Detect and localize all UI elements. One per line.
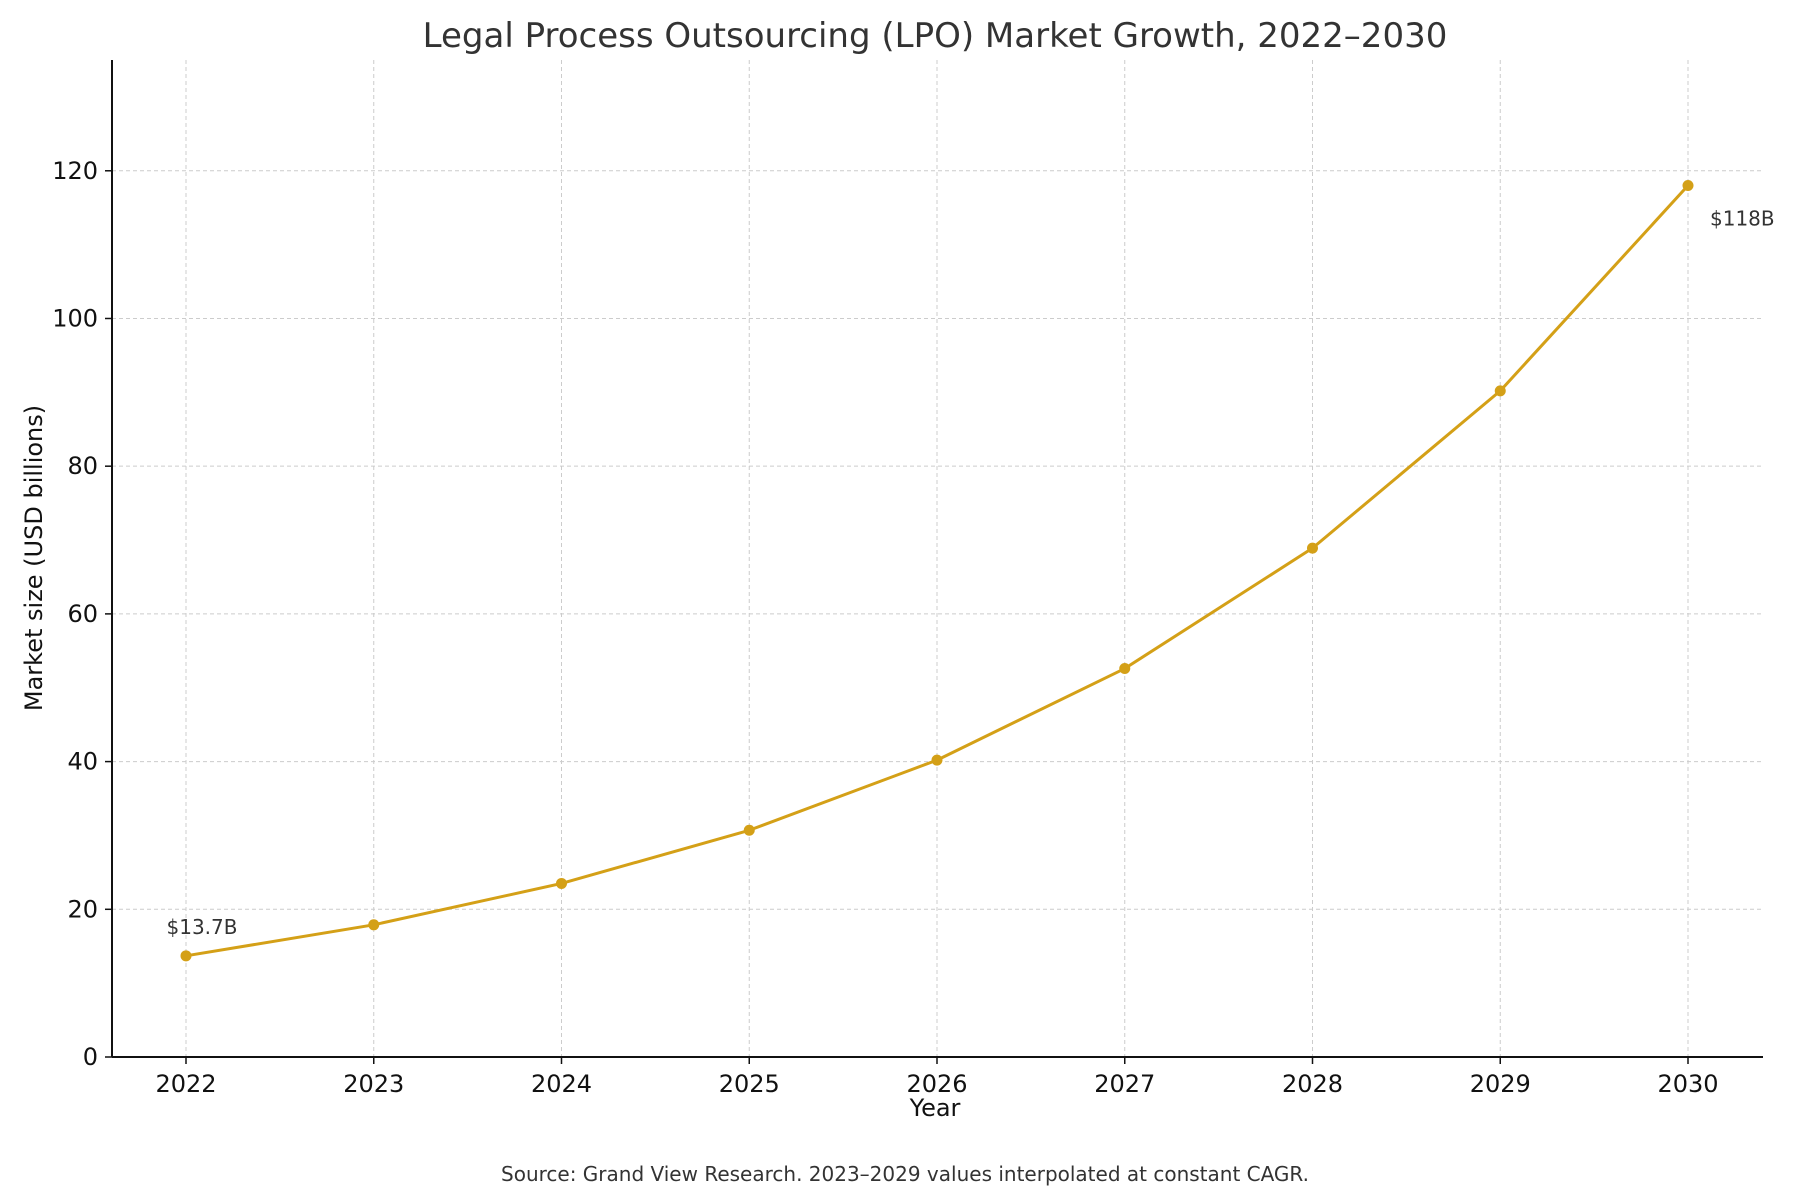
data-point — [1682, 180, 1694, 192]
data-point — [368, 919, 380, 931]
y-tick-label: 20 — [67, 895, 98, 923]
data-label: $13.7B — [167, 915, 238, 939]
data-point — [1119, 663, 1131, 675]
x-tick-label: 2022 — [155, 1070, 216, 1098]
x-tick-label: 2024 — [531, 1070, 592, 1098]
y-tick-label: 60 — [67, 600, 98, 628]
x-tick-label: 2027 — [1094, 1070, 1155, 1098]
x-tick-label: 2025 — [719, 1070, 780, 1098]
data-label: $118B — [1710, 207, 1775, 231]
y-tick-label: 120 — [52, 157, 98, 185]
y-axis-title: Market size (USD billions) — [20, 405, 48, 711]
data-point — [180, 950, 192, 962]
source-note: Source: Grand View Research. 2023–2029 v… — [501, 1162, 1309, 1186]
x-tick-label: 2028 — [1282, 1070, 1343, 1098]
x-tick-label: 2026 — [906, 1070, 967, 1098]
y-tick-label: 80 — [67, 452, 98, 480]
labels-layer: $13.7B $118B — [167, 207, 1775, 939]
data-point — [743, 824, 755, 836]
y-tick-label: 0 — [83, 1043, 98, 1071]
y-tick-label: 40 — [67, 748, 98, 776]
data-point — [1307, 542, 1318, 554]
grid-layer — [112, 60, 1763, 1057]
chart-title: Legal Process Outsourcing (LPO) Market G… — [423, 16, 1448, 56]
x-tick-label: 2030 — [1657, 1070, 1718, 1098]
series-layer — [180, 180, 1694, 962]
x-axis-title: Year — [909, 1094, 961, 1122]
y-tick-label: 100 — [52, 304, 98, 332]
data-point — [1494, 385, 1506, 397]
data-point — [931, 754, 943, 766]
x-tick-label: 2023 — [343, 1070, 404, 1098]
data-point — [556, 877, 567, 889]
x-tick-label: 2029 — [1470, 1070, 1531, 1098]
ticks-layer: 2022 2023 2024 2025 2026 2027 2028 2029 2030 0 20 4… — [52, 157, 1718, 1098]
